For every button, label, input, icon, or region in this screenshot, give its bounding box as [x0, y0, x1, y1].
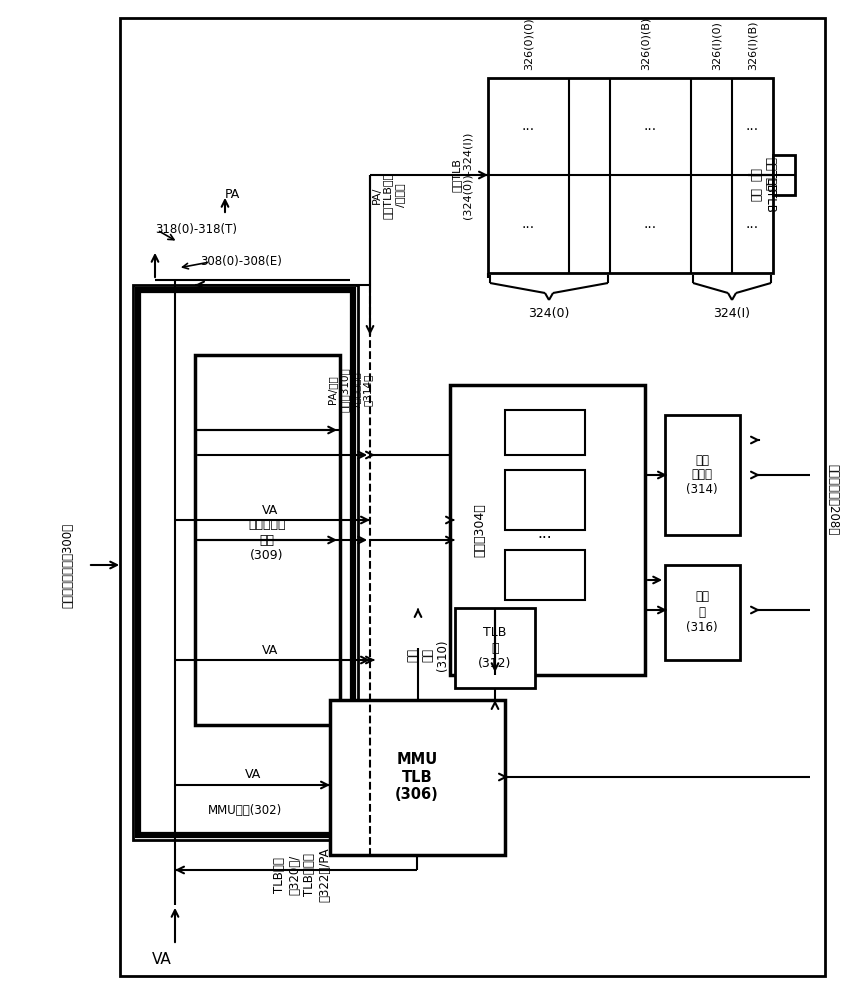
Text: ...: ...: [746, 119, 759, 133]
Text: 存储器管理系统（300）: 存储器管理系统（300）: [61, 522, 75, 608]
Bar: [665, 415, 740, 535]
Text: ...: ...: [746, 217, 759, 231]
Text: ...: ...: [644, 217, 657, 231]
Text: PA/
存内TLB命中
/未命中: PA/ 存内TLB命中 /未命中: [371, 171, 405, 219]
Bar: [330, 700, 505, 855]
Bar: [138, 290, 353, 835]
Text: 页表（304）: 页表（304）: [473, 503, 486, 557]
Text: 页表
未命中
(314): 页表 未命中 (314): [686, 454, 717, 496]
Text: 存内TLB
(324(0))-324(I)): 存内TLB (324(0))-324(I)): [451, 131, 473, 219]
Text: MMU电路(302): MMU电路(302): [208, 804, 282, 816]
Text: 308(0)-308(E): 308(0)-308(E): [200, 255, 282, 268]
Bar: [505, 410, 585, 455]
Text: 页表
命中
(310): 页表 命中 (310): [406, 639, 450, 671]
Text: 326(0)(0): 326(0)(0): [524, 17, 534, 70]
Bar: [195, 355, 340, 725]
Bar: [455, 608, 535, 688]
Bar: [665, 565, 740, 660]
Text: VA: VA: [152, 952, 172, 968]
Bar: [120, 18, 825, 976]
Bar: [505, 550, 585, 600]
Text: ...: ...: [522, 119, 535, 133]
Text: PA: PA: [225, 188, 241, 202]
Text: VA: VA: [245, 768, 261, 782]
Text: 326(0)(B): 326(0)(B): [641, 17, 650, 70]
Bar: [450, 385, 645, 675]
Text: 存内TLB
命中: 存内TLB 命中: [748, 177, 776, 213]
Text: ...: ...: [522, 217, 535, 231]
Text: 324(I): 324(I): [713, 308, 751, 320]
Text: PA/页表
命中（310）
/页表未命中
（314）: PA/页表 命中（310） /页表未命中 （314）: [327, 368, 372, 412]
Bar: [773, 155, 795, 195]
Text: 页表
写
(316): 页表 写 (316): [686, 590, 717, 634]
Text: MMU
TLB
(306): MMU TLB (306): [395, 752, 439, 802]
Bar: [133, 285, 358, 840]
Text: ...: ...: [644, 119, 657, 133]
Text: 页表遍历器
电路
(309): 页表遍历器 电路 (309): [248, 518, 286, 562]
Text: ...: ...: [538, 526, 552, 540]
Bar: [505, 470, 585, 530]
Bar: [488, 78, 773, 273]
Text: 326(I)(B): 326(I)(B): [747, 20, 757, 70]
Text: TLB
号
(312): TLB 号 (312): [479, 626, 512, 670]
Text: 系统存储器（208）: 系统存储器（208）: [826, 464, 840, 536]
Text: TLB命中
（320）/
TLB未命中
（322）/PA: TLB命中 （320）/ TLB未命中 （322）/PA: [273, 848, 331, 902]
Text: VA: VA: [262, 644, 278, 656]
Text: 318(0)-318(T): 318(0)-318(T): [155, 224, 237, 236]
Text: VA: VA: [262, 504, 278, 516]
Text: 324(0): 324(0): [529, 308, 570, 320]
Text: 326(I)(0): 326(I)(0): [711, 21, 722, 70]
Text: 存内TLB
命中: 存内TLB 命中: [748, 157, 776, 193]
